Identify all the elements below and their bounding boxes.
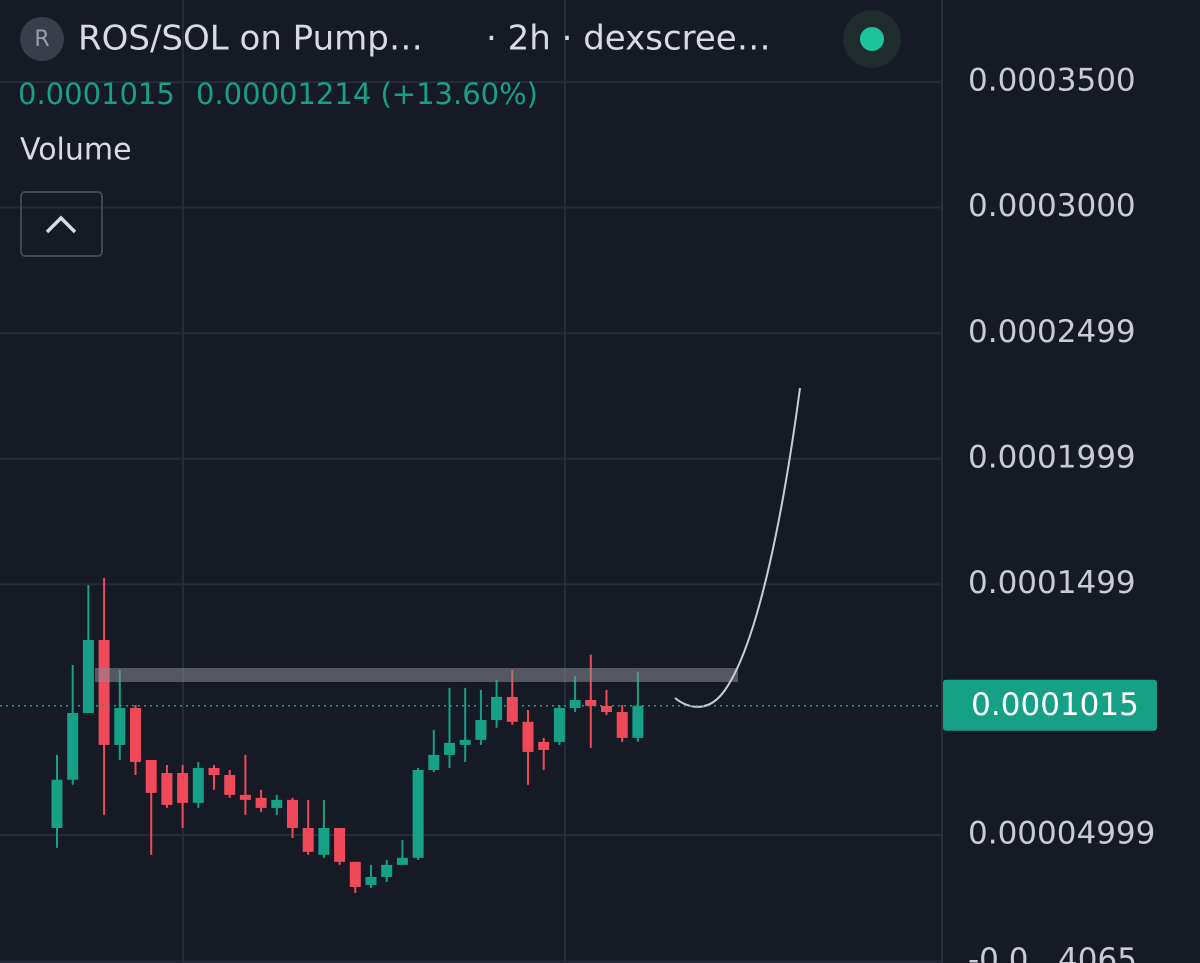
candle-body: [616, 712, 628, 738]
symbol-icon: [20, 17, 64, 61]
candle-body: [538, 741, 550, 750]
candle-body: [412, 769, 424, 858]
y-tick-label: 0.0002499: [968, 314, 1136, 350]
indicator-label: Volume: [20, 133, 132, 168]
candle-body: [601, 705, 612, 713]
y-tick-label: -0.0...4065: [968, 942, 1137, 963]
candle-body: [208, 767, 220, 776]
candle-body: [522, 721, 534, 752]
candle-body: [82, 639, 94, 714]
candle-body: [428, 754, 440, 770]
marks: [51, 578, 644, 893]
candle-body: [177, 773, 189, 803]
candle-body: [553, 708, 565, 742]
y-tick-label: 0.0003000: [968, 188, 1136, 224]
y-tick-label: 0.0003500: [968, 63, 1136, 99]
candle-body: [365, 876, 377, 885]
candle-body: [569, 699, 581, 709]
candle-body: [130, 708, 141, 762]
candle-body: [271, 799, 283, 808]
y-tick-label: 0.0001499: [968, 565, 1136, 601]
overlay: R ROS/SOL on Pump… · 2h · dexscree… 0.00…: [18, 10, 901, 257]
collapse-button-frame[interactable]: [20, 191, 103, 257]
chart-subtitle: · 2h · dexscree…: [486, 19, 771, 59]
candle-body: [114, 708, 126, 745]
candle-body: [444, 742, 455, 755]
candle-body: [334, 827, 346, 862]
grid: [0, 0, 943, 963]
candle-body: [459, 739, 471, 745]
candle-body: [475, 720, 487, 740]
legend-change: 0.00001214 (+13.60%): [196, 77, 538, 111]
candle-body: [349, 861, 361, 887]
candle-body: [192, 767, 204, 803]
status-dot: [860, 27, 884, 51]
candle-body: [161, 773, 173, 805]
candle-body: [506, 696, 518, 722]
candle-body: [396, 857, 408, 865]
chart-title: ROS/SOL on Pump…: [78, 19, 423, 59]
candle-body: [302, 827, 314, 852]
candle-body: [585, 699, 597, 706]
candle-body: [224, 775, 236, 795]
candle-body: [318, 827, 330, 855]
candle-body: [67, 713, 79, 780]
candle-body: [381, 864, 393, 877]
candle-body: [255, 797, 267, 808]
projection-curve: [674, 387, 801, 708]
candle-body: [145, 759, 157, 793]
y-tick-label: 0.00004999: [968, 816, 1155, 852]
status-button[interactable]: [843, 10, 901, 68]
resistance-box: [95, 668, 738, 682]
candle-body: [239, 794, 251, 800]
candle-body: [287, 799, 298, 828]
legend-last-price: 0.0001015: [18, 77, 175, 111]
candle-body: [51, 779, 63, 828]
last-price-badge: [943, 679, 1157, 731]
collapse-button[interactable]: [20, 191, 103, 257]
candle-body: [632, 705, 644, 738]
last-price-label: 0.0001015: [971, 687, 1139, 723]
candle-body: [491, 696, 503, 721]
y-tick-label: 0.0001999: [968, 439, 1136, 475]
chevron-up: [45, 215, 77, 234]
symbol-icon-letter: R: [34, 27, 49, 52]
candle-body: [98, 639, 110, 745]
